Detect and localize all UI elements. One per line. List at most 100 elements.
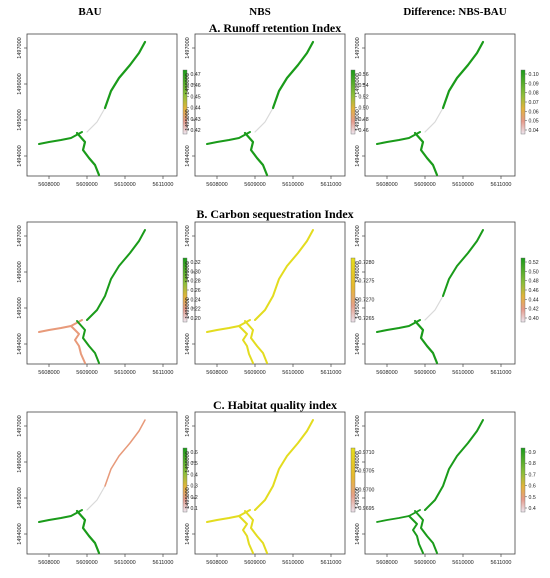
plot-frame xyxy=(26,33,178,177)
y-tick-label: 1497000 xyxy=(185,415,191,436)
river-segment xyxy=(244,510,268,554)
legend-tick-label: 0.28 xyxy=(191,279,201,285)
legend-tick-label: 0.20 xyxy=(191,316,201,322)
y-tick-label: 1495000 xyxy=(17,297,23,318)
y-tick-label: 1494000 xyxy=(355,523,361,544)
map-panel: 5608000 5609000 5610000 5611000 1497000 14960… xyxy=(185,33,369,188)
map-panel: 5608000 5609000 5610000 5611000 1497000 14960… xyxy=(355,33,539,188)
x-tick-label: 5609000 xyxy=(76,560,97,566)
y-tick-label: 1497000 xyxy=(355,37,361,58)
x-tick-label: 5611000 xyxy=(152,370,173,376)
legend-tick-label: 0.8 xyxy=(529,461,536,467)
river-segment xyxy=(244,320,268,364)
river-segment xyxy=(38,131,83,145)
legend-tick-label: 0.45 xyxy=(191,94,201,100)
legend-tick-label: 0.44 xyxy=(529,297,539,303)
river-segment xyxy=(206,509,251,523)
x-tick-label: 5608000 xyxy=(376,182,397,188)
x-tick-label: 5608000 xyxy=(206,370,227,376)
legend-tick-label: 0.7265 xyxy=(359,316,375,322)
river-segment xyxy=(442,229,484,297)
legend-colorbar xyxy=(520,257,526,323)
legend-colorbar xyxy=(350,447,356,513)
legend-colorbar xyxy=(520,447,526,513)
legend-tick-label: 0.5 xyxy=(529,495,536,501)
y-tick-label: 1495000 xyxy=(355,297,361,318)
y-tick-label: 1494000 xyxy=(17,333,23,354)
river-segment xyxy=(75,131,101,177)
y-tick-label: 1496000 xyxy=(185,73,191,94)
legend-tick-label: 0.5 xyxy=(191,461,198,467)
column-header-bau: BAU xyxy=(78,6,102,18)
legend-tick-label: 0.04 xyxy=(529,128,539,134)
legend-tick-label: 0.08 xyxy=(529,91,539,97)
y-tick-label: 1497000 xyxy=(355,415,361,436)
y-tick-label: 1496000 xyxy=(17,451,23,472)
legend-tick-label: 0.9710 xyxy=(359,450,375,456)
legend-tick-label: 0.4 xyxy=(529,506,536,512)
x-tick-label: 5610000 xyxy=(452,370,473,376)
legend-colorbar xyxy=(182,69,188,135)
y-tick-label: 1495000 xyxy=(185,109,191,130)
plot-frame xyxy=(194,33,346,177)
river-segment xyxy=(206,131,251,145)
legend-tick-label: 0.47 xyxy=(191,72,201,78)
legend-tick-label: 0.42 xyxy=(529,307,539,313)
legend-tick-label: 0.6 xyxy=(529,484,536,490)
y-tick-label: 1497000 xyxy=(355,225,361,246)
y-tick-label: 1494000 xyxy=(355,145,361,166)
y-tick-label: 1497000 xyxy=(17,415,23,436)
river-segment xyxy=(238,325,254,364)
x-tick-label: 5609000 xyxy=(414,560,435,566)
x-tick-label: 5610000 xyxy=(114,370,135,376)
river-segment xyxy=(271,40,315,110)
y-tick-label: 1495000 xyxy=(355,109,361,130)
river-segment xyxy=(376,509,421,523)
x-tick-label: 5608000 xyxy=(206,560,227,566)
legend-tick-label: 0.26 xyxy=(191,288,201,294)
x-tick-label: 5608000 xyxy=(38,560,59,566)
legend-tick-label: 0.43 xyxy=(191,117,201,123)
y-tick-label: 1496000 xyxy=(355,451,361,472)
plot-frame xyxy=(364,411,516,555)
x-tick-label: 5611000 xyxy=(320,182,341,188)
legend-tick-label: 0.24 xyxy=(191,297,201,303)
x-tick-label: 5608000 xyxy=(38,370,59,376)
legend-colorbar xyxy=(350,257,356,323)
legend-tick-label: 0.6 xyxy=(191,450,198,456)
legend-tick-label: 0.7 xyxy=(529,472,536,478)
plot-frame xyxy=(194,411,346,555)
x-tick-label: 5611000 xyxy=(490,182,511,188)
river-segment xyxy=(414,510,438,554)
y-tick-label: 1494000 xyxy=(185,523,191,544)
x-tick-label: 5610000 xyxy=(282,182,303,188)
river-segment xyxy=(38,509,83,523)
river-segment xyxy=(413,131,439,177)
map-panel: 5608000 5609000 5610000 5611000 1497000 14960… xyxy=(185,411,375,566)
river-segment xyxy=(103,40,147,110)
map-panel: 5608000 5609000 5610000 5611000 1497000 14960… xyxy=(355,411,536,566)
x-tick-label: 5608000 xyxy=(376,370,397,376)
legend-tick-label: 0.05 xyxy=(529,119,539,125)
plot-frame xyxy=(194,221,346,365)
legend-tick-label: 0.42 xyxy=(191,128,201,134)
legend-tick-label: 0.46 xyxy=(191,83,201,89)
x-tick-label: 5610000 xyxy=(452,560,473,566)
x-tick-label: 5609000 xyxy=(76,370,97,376)
river-segment xyxy=(254,419,314,511)
plot-frame xyxy=(364,221,516,365)
legend-colorbar xyxy=(350,69,356,135)
y-tick-label: 1497000 xyxy=(17,37,23,58)
x-tick-label: 5611000 xyxy=(320,370,341,376)
river-segment xyxy=(86,229,146,321)
x-tick-label: 5609000 xyxy=(76,182,97,188)
x-tick-label: 5609000 xyxy=(244,182,265,188)
legend-tick-label: 0.9 xyxy=(529,450,536,456)
x-tick-label: 5611000 xyxy=(490,370,511,376)
legend-tick-label: 0.22 xyxy=(191,307,201,313)
x-tick-label: 5610000 xyxy=(114,182,135,188)
map-panel: 5608000 5609000 5610000 5611000 1497000 14960… xyxy=(355,221,539,376)
y-tick-label: 1495000 xyxy=(355,487,361,508)
legend-tick-label: 0.46 xyxy=(529,288,539,294)
y-tick-label: 1494000 xyxy=(17,145,23,166)
